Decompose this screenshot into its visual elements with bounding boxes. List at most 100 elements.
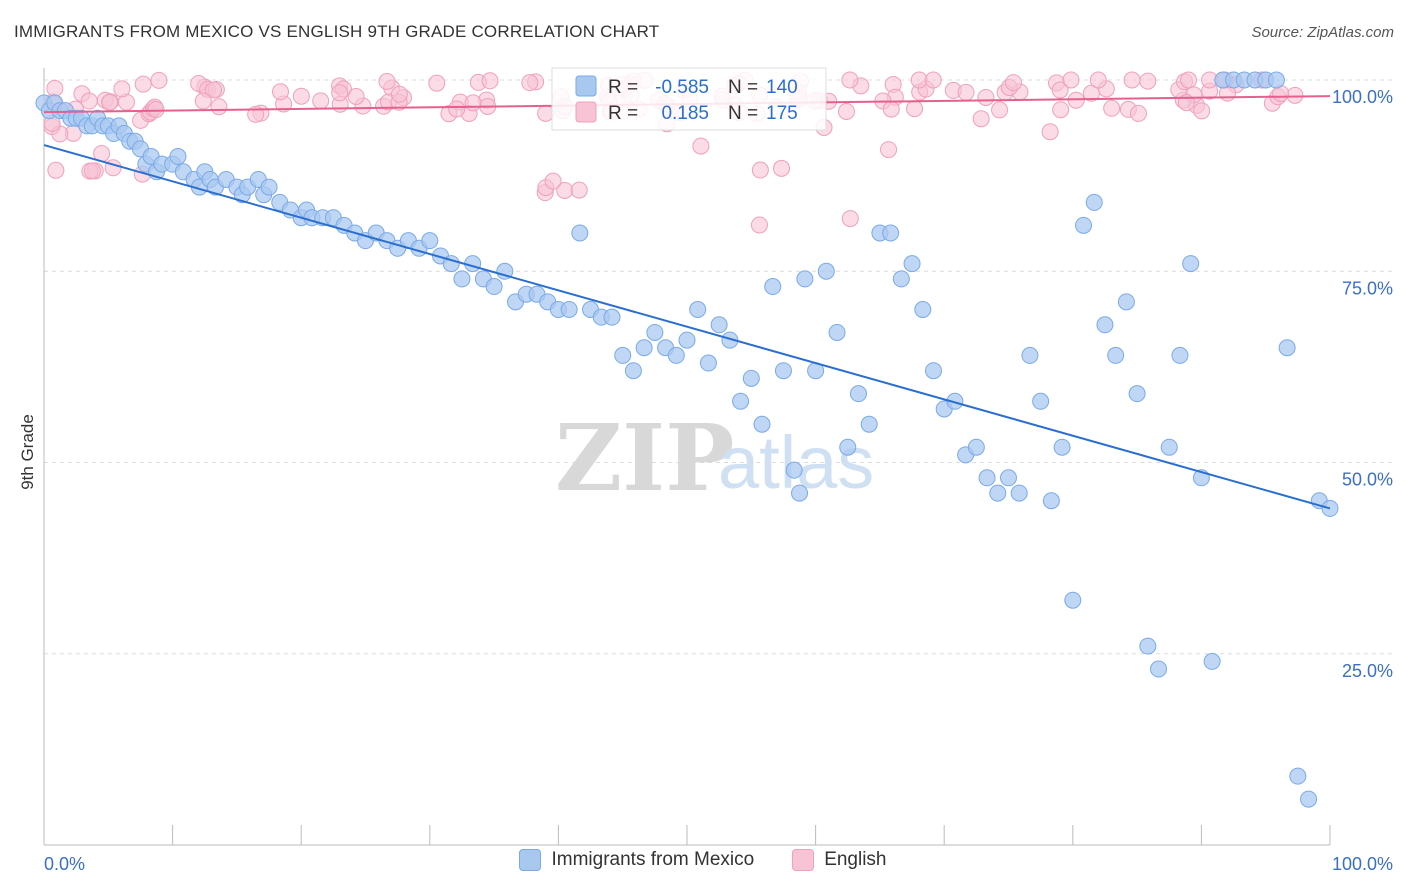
stats-r-label-2: R =: [608, 103, 638, 124]
mexico-point: [946, 392, 964, 410]
english-point: [331, 84, 349, 102]
mexico-trend-line: [43, 144, 1331, 510]
mexico-point: [796, 270, 814, 288]
english-point: [882, 100, 900, 118]
mexico-point: [828, 323, 846, 341]
legend-item-mexico[interactable]: Immigrants from Mexico: [519, 849, 754, 871]
chart-title: IMMIGRANTS FROM MEXICO VS ENGLISH 9TH GR…: [14, 22, 660, 41]
english-point: [521, 74, 539, 92]
english-point: [464, 94, 482, 112]
english-point: [751, 161, 769, 179]
english-point: [972, 110, 990, 128]
mexico-point: [753, 415, 771, 433]
english-point: [210, 98, 228, 116]
english-point: [83, 162, 101, 180]
english-point: [1082, 84, 1100, 102]
mexico-point: [646, 323, 664, 341]
english-point: [271, 83, 289, 101]
mexico-point: [1150, 660, 1168, 678]
mexico-point: [678, 331, 696, 349]
english-point: [205, 81, 223, 99]
mexico-point: [1096, 316, 1114, 334]
english-point: [80, 92, 98, 110]
mexico-point: [967, 438, 985, 456]
english-point: [991, 101, 1009, 119]
y-tick-label: 25.0%: [1342, 661, 1393, 681]
english-point: [773, 159, 791, 177]
english-point: [1041, 123, 1059, 141]
stats-n-value-1: 140: [766, 77, 798, 98]
english-point: [977, 88, 995, 106]
english-point: [347, 87, 365, 105]
english-point: [906, 100, 924, 118]
english-point: [1286, 86, 1304, 104]
english-point: [150, 71, 168, 89]
stats-n-label-1: N =: [728, 77, 758, 98]
mexico-point: [1300, 790, 1318, 808]
english-point: [312, 92, 330, 110]
mexico-point: [1064, 591, 1082, 609]
english-point: [448, 100, 466, 118]
english-point: [957, 83, 975, 101]
english-point: [390, 85, 408, 103]
mexico-point: [699, 354, 717, 372]
english-point: [481, 72, 499, 90]
legend-item-english[interactable]: English: [792, 849, 887, 871]
mexico-point: [1321, 499, 1339, 517]
legend-swatch-mexico: [519, 849, 542, 871]
english-point: [1062, 71, 1080, 89]
mexico-point: [817, 262, 835, 280]
english-point: [47, 161, 65, 179]
mexico-point: [1021, 346, 1039, 364]
mexico-point: [1085, 193, 1103, 211]
english-point: [1004, 74, 1022, 92]
mexico-point: [1117, 293, 1135, 311]
english-point: [1179, 71, 1197, 89]
stats-r-value-1: -0.585: [655, 77, 709, 98]
mexico-point: [453, 270, 471, 288]
mexico-point: [1075, 216, 1093, 234]
mexico-point: [1289, 767, 1307, 785]
english-point: [134, 75, 152, 93]
english-point: [750, 216, 768, 234]
mexico-point: [1042, 492, 1060, 510]
english-point: [101, 93, 119, 111]
mexico-point: [742, 369, 760, 387]
english-point: [544, 172, 562, 190]
mexico-point: [860, 415, 878, 433]
mexico-point: [1171, 346, 1189, 364]
mexico-point: [839, 438, 857, 456]
mexico-point: [1278, 339, 1296, 357]
x-tick-right: 100.0%: [1332, 854, 1393, 874]
mexico-point: [914, 301, 932, 318]
english-point: [147, 101, 165, 119]
english-point: [1129, 104, 1147, 122]
mexico-point: [1010, 484, 1028, 502]
mexico-point: [1107, 346, 1125, 364]
mexico-point: [1267, 71, 1285, 89]
mexico-point: [785, 461, 803, 479]
mexico-series: [35, 71, 1339, 808]
gridlines: [44, 79, 1392, 655]
mexico-point: [978, 469, 996, 487]
x-tick-left: 0.0%: [44, 854, 85, 874]
mexico-point: [496, 262, 514, 280]
stats-legend: R = -0.585 N = 140 R = 0.185 N = 175: [551, 67, 827, 131]
mexico-point: [1032, 392, 1050, 410]
english-point: [1139, 72, 1157, 90]
english-point: [570, 181, 588, 199]
english-point: [880, 141, 898, 159]
english-point: [1089, 71, 1107, 89]
mexico-point: [614, 346, 632, 364]
y-axis-label: 9th Grade: [18, 414, 37, 490]
english-point: [292, 87, 310, 105]
mexico-point: [924, 362, 942, 380]
y-tick-label: 100.0%: [1332, 87, 1393, 107]
y-tick-labels: 100.0% 75.0% 50.0% 25.0%: [1332, 87, 1393, 681]
english-point: [841, 210, 859, 228]
mexico-point: [635, 339, 653, 357]
english-point: [692, 137, 710, 155]
stats-r-value-2: 0.185: [661, 103, 709, 124]
mexico-point: [1139, 637, 1157, 655]
